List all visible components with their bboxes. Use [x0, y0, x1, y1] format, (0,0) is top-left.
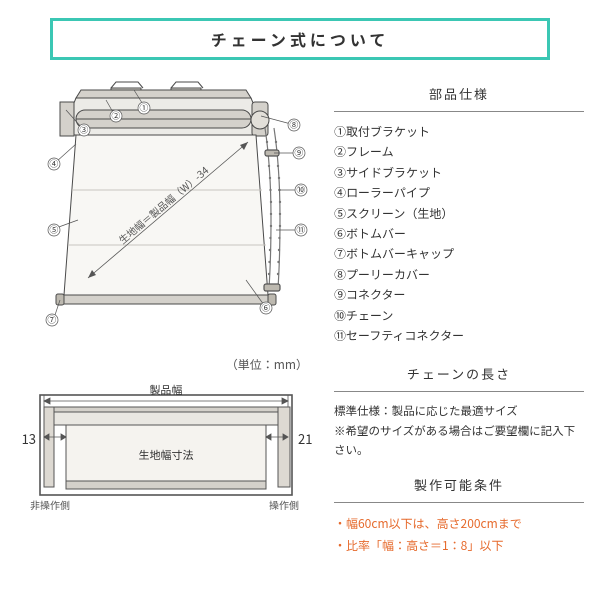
svg-text:⑥: ⑥: [261, 301, 270, 314]
svg-text:⑨: ⑨: [294, 146, 303, 159]
chain-note: 標準仕様：製品に応じた最適サイズ ※希望のサイズがある場合はご要望欄に記入下さい…: [334, 402, 584, 461]
make-cond-heading: 製作可能条件: [334, 471, 584, 503]
conditions-list: ・幅60cm以下は、高さ200cmまで ・比率「幅：高さ＝1：8」以下: [334, 513, 584, 556]
svg-text:④: ④: [49, 157, 58, 170]
svg-text:⑧: ⑧: [289, 118, 298, 131]
svg-text:13: 13: [22, 429, 36, 448]
svg-text:⑦: ⑦: [47, 313, 56, 326]
list-item: ⑧プーリーカバー: [334, 265, 584, 285]
list-item: ④ローラーパイプ: [334, 183, 584, 203]
main-diagram: 生地幅＝製品幅（W）-34 ① ② ③ ④ ⑤ ⑥ ⑦ ⑧: [16, 80, 316, 350]
list-item: ・比率「幅：高さ＝1：8」以下: [334, 535, 584, 557]
svg-text:②: ②: [111, 109, 120, 122]
svg-text:非操作側: 非操作側: [30, 497, 70, 512]
list-item: ⑦ボトムバーキャップ: [334, 244, 584, 264]
list-item: ②フレーム: [334, 142, 584, 162]
parts-list: ①取付ブラケット ②フレーム ③サイドブラケット ④ローラーパイプ ⑤スクリーン…: [334, 122, 584, 346]
list-item: ⑪セーフティコネクター: [334, 326, 584, 346]
list-item: ⑨コネクター: [334, 285, 584, 305]
unit-label: （単位：mm）: [16, 356, 308, 373]
parts-spec-heading: 部品仕様: [334, 80, 584, 112]
svg-text:③: ③: [79, 123, 88, 136]
svg-text:生地幅寸法: 生地幅寸法: [139, 447, 194, 463]
list-item: ・幅60cm以下は、高さ200cmまで: [334, 513, 584, 535]
page-title: チェーン式について: [50, 18, 550, 60]
svg-text:操作側: 操作側: [269, 497, 299, 512]
content-row: 生地幅＝製品幅（W）-34 ① ② ③ ④ ⑤ ⑥ ⑦ ⑧: [16, 80, 584, 556]
right-column: 部品仕様 ①取付ブラケット ②フレーム ③サイドブラケット ④ローラーパイプ ⑤…: [334, 80, 584, 556]
left-column: 生地幅＝製品幅（W）-34 ① ② ③ ④ ⑤ ⑥ ⑦ ⑧: [16, 80, 316, 556]
svg-text:⑤: ⑤: [49, 223, 58, 236]
list-item: ⑥ボトムバー: [334, 224, 584, 244]
list-item: ⑤スクリーン（生地）: [334, 204, 584, 224]
chain-length-heading: チェーンの長さ: [334, 360, 584, 392]
svg-text:製品幅: 製品幅: [150, 382, 183, 398]
list-item: ③サイドブラケット: [334, 163, 584, 183]
svg-text:21: 21: [298, 429, 312, 448]
list-item: ①取付ブラケット: [334, 122, 584, 142]
list-item: ⑩チェーン: [334, 306, 584, 326]
bottom-diagram: 製品幅 生地幅寸法 13 21 非操作側 操作側: [16, 377, 316, 517]
svg-text:⑪: ⑪: [296, 223, 305, 236]
svg-text:①: ①: [139, 101, 148, 114]
svg-text:⑩: ⑩: [296, 183, 305, 196]
